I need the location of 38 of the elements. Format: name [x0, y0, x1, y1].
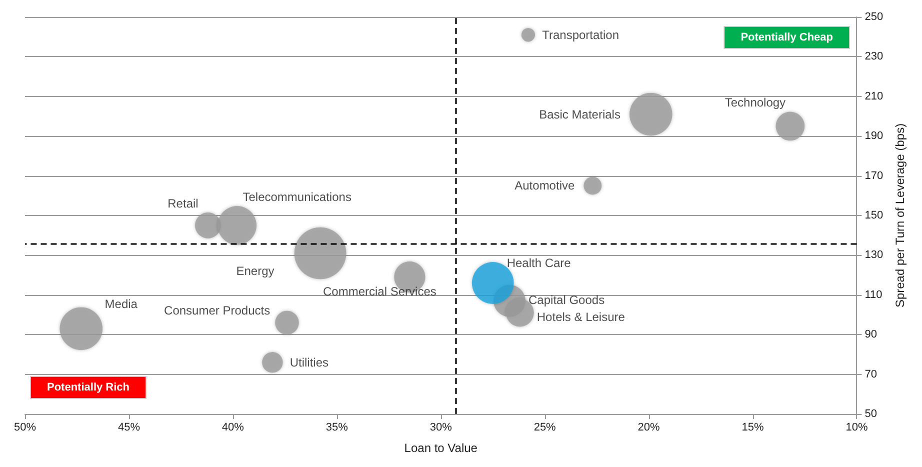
series-label: Energy	[236, 264, 274, 278]
x-tick-label: 20%	[638, 422, 660, 434]
y-tick-label: 50	[864, 408, 877, 420]
series-label: Hotels & Leisure	[536, 310, 626, 324]
y-tick-label: 150	[864, 210, 884, 222]
x-tick-label: 45%	[118, 422, 140, 434]
y-tick-label: 110	[864, 288, 882, 301]
x-tick-label: 30%	[430, 422, 452, 434]
x-axis-title: Loan to Value	[404, 441, 478, 455]
series-label: Capital Goods	[528, 292, 605, 307]
y-axis-title: Spread per Turn of Leverage (bps)	[893, 123, 907, 308]
series-label: Utilities	[290, 355, 329, 370]
x-tick-label: 50%	[14, 422, 36, 434]
y-tick-label: 230	[864, 50, 884, 63]
y-tick-label: 90	[864, 328, 877, 341]
y-tick-label: 190	[864, 130, 884, 142]
series-label: Transportation	[542, 28, 620, 42]
series-label: Telecommunications	[242, 190, 352, 204]
y-tick-label: 210	[864, 90, 884, 102]
series-label: Technology	[724, 96, 786, 110]
y-tick-label: 250	[864, 11, 884, 23]
x-tick-label: 35%	[326, 422, 348, 434]
x-tick-label: 10%	[846, 422, 868, 434]
y-tick-label: 70	[864, 368, 877, 380]
y-tick-label: 130	[864, 249, 884, 262]
series-label: Commercial Services	[323, 284, 436, 299]
x-tick-label: 25%	[534, 422, 556, 434]
annotation: Potentially Rich	[47, 382, 130, 394]
series-label: Consumer Products	[164, 304, 270, 318]
series-label: Retail	[168, 196, 198, 210]
series-label: Basic Materials	[539, 107, 620, 122]
y-tick-label: 170	[864, 170, 884, 182]
x-tick-label: 40%	[222, 422, 244, 434]
series-label: Health Care	[506, 256, 572, 270]
annotation: Potentially Cheap	[740, 32, 834, 44]
series-label: Automotive	[514, 178, 575, 193]
x-tick-label: 15%	[742, 422, 764, 434]
series-label: Media	[104, 297, 138, 312]
